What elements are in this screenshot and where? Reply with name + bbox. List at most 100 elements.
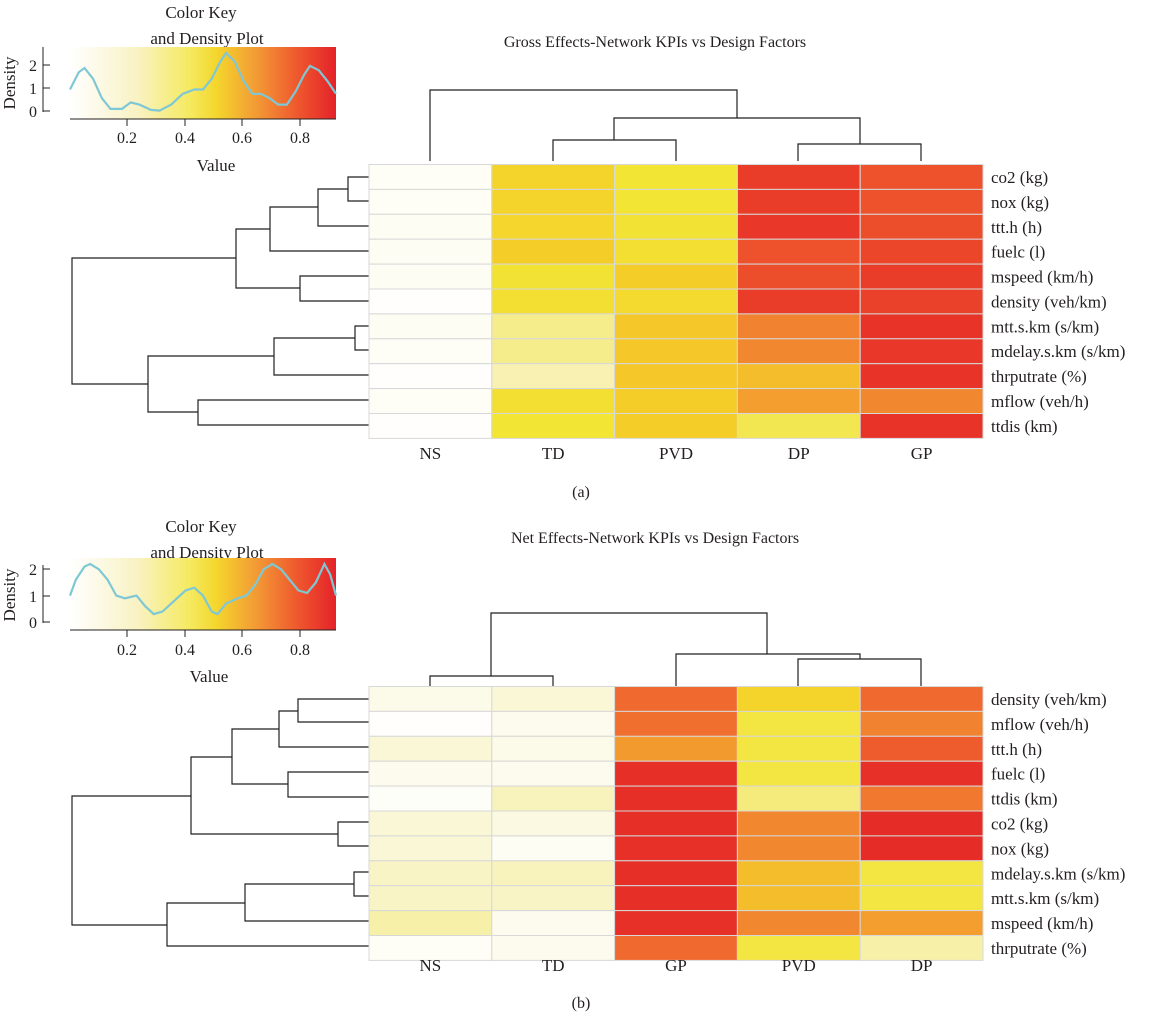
row-label: co2 (kg) <box>991 168 1048 187</box>
row-label: thrputrate (%) <box>991 939 1087 958</box>
heatmap-cell <box>368 910 493 936</box>
key-x-tick-label: 0.2 <box>117 130 137 147</box>
row-label: density (veh/km) <box>991 292 1107 311</box>
heatmap-cell <box>491 735 616 762</box>
column-labels: NS TD GP PVD DP <box>420 956 933 975</box>
key-x-label: Value <box>197 156 236 175</box>
row-label: mflow (veh/h) <box>991 715 1089 734</box>
heatmap-cell <box>859 363 984 390</box>
key-y-tick-label: 0 <box>29 615 37 632</box>
row-label: mdelay.s.km (s/km) <box>991 864 1125 883</box>
heatmap-cell <box>491 785 616 812</box>
heatmap-cell <box>614 785 738 812</box>
heatmap-cell <box>614 164 738 190</box>
heatmap-cell <box>859 910 984 936</box>
heatmap-cell <box>368 835 493 862</box>
heatmap-cell <box>491 760 616 787</box>
heatmap-cell <box>614 810 738 837</box>
heatmap-cell <box>736 760 861 787</box>
heatmap-cell <box>368 935 493 961</box>
heatmap-cell <box>368 238 493 265</box>
heatmap-cell <box>491 263 616 290</box>
color-key-gradient <box>70 47 336 119</box>
key-y-tick-label: 2 <box>29 562 37 579</box>
panel-b: Net Effects-Network KPIs vs Design Facto… <box>0 517 1125 1012</box>
heatmap-cell <box>491 885 616 912</box>
key-x-tick-label: 0.8 <box>290 130 310 147</box>
heatmap-cell <box>491 288 616 315</box>
heatmap-cell <box>736 388 861 415</box>
column-label: NS <box>420 444 442 463</box>
key-y-tick-label: 0 <box>29 104 37 121</box>
heatmap-cell <box>614 686 738 712</box>
column-label: TD <box>542 956 565 975</box>
heatmap-cell <box>736 164 861 190</box>
heatmap-cell <box>614 338 738 365</box>
heatmap-cell <box>368 313 493 340</box>
heatmap-cell <box>859 885 984 912</box>
heatmap-cell <box>614 835 738 862</box>
panel-label: (a) <box>572 484 590 501</box>
key-x-tick-label: 0.4 <box>175 642 195 659</box>
row-dendrogram <box>71 176 369 426</box>
heatmap-cell <box>859 760 984 787</box>
key-y-tick-label: 2 <box>29 58 37 75</box>
heatmap-cell <box>859 710 984 737</box>
heatmap-cell <box>736 188 861 215</box>
row-label: ttdis (km) <box>991 790 1058 809</box>
heatmap-cell <box>736 263 861 290</box>
row-label: thrputrate (%) <box>991 367 1087 386</box>
color-key: Color Key and Density Plot 2 1 0 Density… <box>0 517 338 686</box>
heatmap-cell <box>491 313 616 340</box>
key-x-tick-label: 0.6 <box>232 642 252 659</box>
heatmap-cell <box>491 188 616 215</box>
heatmap-cell <box>614 313 738 340</box>
heatmap-cell <box>736 835 861 862</box>
heatmap-cell <box>736 935 861 961</box>
density-curve <box>69 51 337 112</box>
heatmap-cell <box>614 935 738 961</box>
heatmap-cell <box>368 164 493 190</box>
heatmap-cell <box>491 338 616 365</box>
heatmap-cell <box>491 810 616 837</box>
row-label: mdelay.s.km (s/km) <box>991 342 1125 361</box>
color-key-title-line2: and Density Plot <box>150 543 264 562</box>
heatmap-cell <box>736 710 861 737</box>
chart-title: Gross Effects-Network KPIs vs Design Fac… <box>504 34 806 51</box>
heatmap-cell <box>736 810 861 837</box>
heatmap-cell <box>859 413 984 439</box>
column-label: DP <box>788 444 810 463</box>
color-key-title-line1: Color Key <box>165 3 237 22</box>
key-x-tick-label: 0.6 <box>232 130 252 147</box>
heatmap-cell <box>491 164 616 190</box>
key-y-label: Density <box>0 568 19 621</box>
column-label: DP <box>911 956 933 975</box>
heatmap-cell <box>859 263 984 290</box>
column-label: PVD <box>659 444 693 463</box>
heatmap-cell <box>736 313 861 340</box>
heatmap-cells <box>368 164 984 439</box>
row-label: ttt.h (h) <box>991 740 1042 759</box>
heatmap-cell <box>368 885 493 912</box>
heatmap-cell <box>859 835 984 862</box>
heatmap-cell <box>859 785 984 812</box>
heatmap-cell <box>614 910 738 936</box>
heatmap-cell <box>736 885 861 912</box>
column-dendrogram <box>429 89 922 161</box>
row-label: mspeed (km/h) <box>991 268 1093 287</box>
heatmap-cell <box>368 213 493 240</box>
heatmap-cell <box>859 188 984 215</box>
row-label: fuelc (l) <box>991 243 1045 262</box>
color-key-title-line1: Color Key <box>165 517 237 536</box>
heatmap-cell <box>614 710 738 737</box>
column-label: TD <box>542 444 565 463</box>
key-x-tick-label: 0.8 <box>290 642 310 659</box>
column-labels: NS TD PVD DP GP <box>420 444 933 463</box>
heatmap-cell <box>859 860 984 887</box>
heatmap-cell <box>859 810 984 837</box>
heatmap-cell <box>614 263 738 290</box>
column-label: GP <box>911 444 933 463</box>
heatmap-cell <box>491 213 616 240</box>
heatmap-cell <box>859 313 984 340</box>
